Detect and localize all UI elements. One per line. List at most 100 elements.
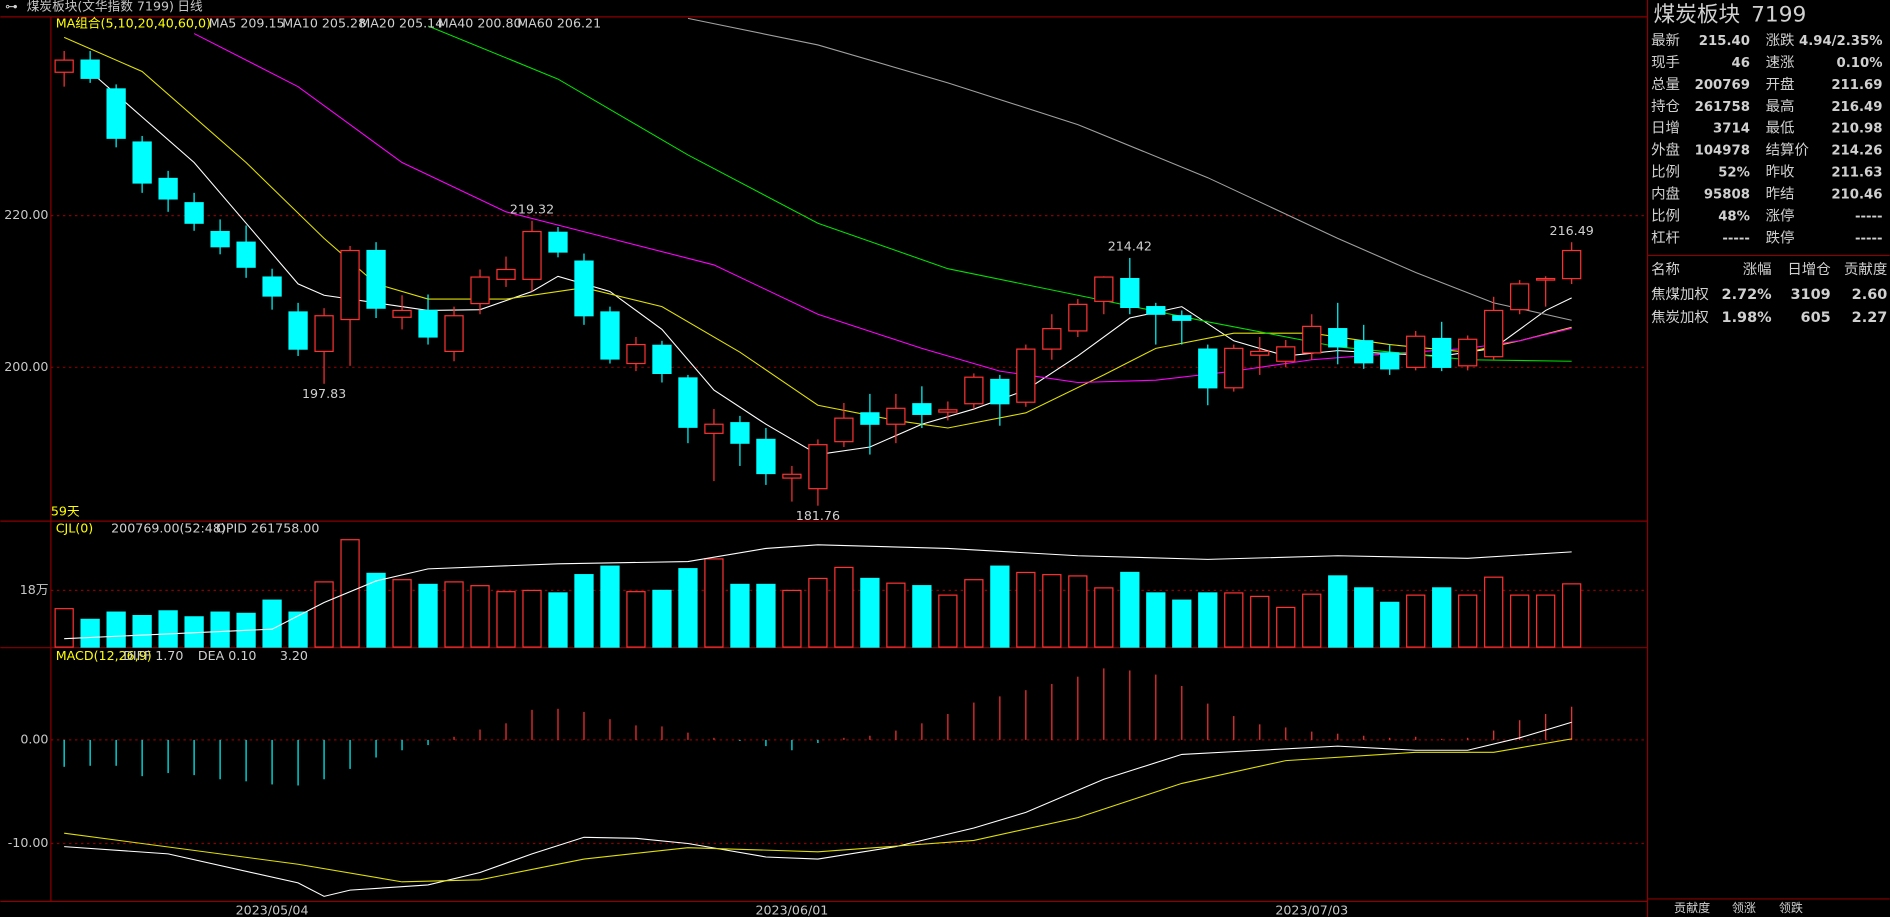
candle-body xyxy=(1068,303,1088,332)
volume-bar xyxy=(1458,594,1478,648)
period[interactable]: 日线 xyxy=(177,0,203,14)
quote-value: 215.40 xyxy=(1699,34,1750,49)
quote-label: 昨收 xyxy=(1766,164,1795,181)
volume-bar xyxy=(1042,574,1062,648)
volume-bar xyxy=(808,577,828,648)
contrib-cell[interactable]: 焦煤加权 xyxy=(1651,286,1709,303)
quote-value: 261758 xyxy=(1695,100,1750,115)
x-tick-label: 2023/06/01 xyxy=(755,902,828,917)
volume-bar xyxy=(1068,575,1088,648)
icon: ⊶ xyxy=(5,0,18,14)
candle-body xyxy=(470,276,490,305)
quote-value: 48% xyxy=(1718,209,1750,224)
volume-bar xyxy=(314,581,334,648)
tab[interactable]: 领涨 xyxy=(1732,900,1756,915)
quote-label: 比例 xyxy=(1651,164,1680,181)
contrib-header: 名称 xyxy=(1651,261,1680,278)
candle-body xyxy=(1536,277,1556,281)
candle-body xyxy=(54,59,74,73)
volume-bar xyxy=(860,577,880,648)
volume-bar xyxy=(418,583,438,648)
ma-legend-title[interactable]: MA组合(5,10,20,40,60,0) xyxy=(56,16,211,31)
candle-body xyxy=(158,177,178,200)
quote-value: ----- xyxy=(1855,209,1882,224)
contrib-cell: 2.60 xyxy=(1852,287,1888,303)
volume-bar xyxy=(938,594,958,648)
y-tick-label: -10.00 xyxy=(8,835,49,850)
candle-body xyxy=(236,241,256,268)
extreme-label: 181.76 xyxy=(796,508,840,523)
volume-bar xyxy=(1380,601,1400,648)
quote-label: 比例 xyxy=(1651,207,1680,224)
quote-label: 开盘 xyxy=(1766,75,1795,93)
volume-bar xyxy=(600,565,620,648)
candle-body xyxy=(1198,348,1218,389)
tab[interactable]: 贡献度 xyxy=(1674,900,1710,915)
vol-title[interactable]: CJL(0) xyxy=(56,520,94,535)
volume-bar xyxy=(158,610,178,648)
quote-code: 7199 xyxy=(1751,3,1806,28)
volume-bar xyxy=(1354,587,1374,648)
candle-body xyxy=(1146,306,1166,315)
volume-bar xyxy=(964,579,984,648)
volume-bar xyxy=(730,583,750,648)
candle-body xyxy=(1380,352,1400,370)
volume-bar xyxy=(678,568,698,648)
candle-body xyxy=(1458,338,1478,367)
volume-bar xyxy=(548,592,568,648)
indicator-line xyxy=(687,17,1572,321)
candle-body xyxy=(496,268,516,280)
volume-bar xyxy=(912,585,932,648)
macd-title[interactable]: MACD(12,26,9) xyxy=(56,648,152,663)
candle-body xyxy=(184,202,204,224)
quote-value: 210.98 xyxy=(1831,122,1882,137)
quote-label: 外盘 xyxy=(1651,141,1680,159)
candle-body xyxy=(106,88,126,139)
volume-bar xyxy=(1510,594,1530,648)
candle-body xyxy=(80,59,100,79)
candle-body xyxy=(522,230,542,280)
quote-label: 涨跌 xyxy=(1766,32,1795,49)
quote-value: 200769 xyxy=(1695,78,1750,93)
volume-bar xyxy=(1094,587,1114,648)
tab[interactable]: 领跌 xyxy=(1779,900,1803,915)
candle-body xyxy=(262,276,282,297)
ma-legend: MA10 205.28 xyxy=(282,16,366,31)
contrib-cell[interactable]: 焦炭加权 xyxy=(1651,309,1709,326)
x-tick-label: 2023/05/04 xyxy=(236,902,309,917)
quote-label: 持仓 xyxy=(1651,98,1680,115)
candle-body xyxy=(1354,340,1374,364)
volume-bar xyxy=(886,582,906,648)
quote-label: 日增 xyxy=(1651,120,1680,137)
volume-bar xyxy=(366,572,386,648)
volume-bar xyxy=(392,579,412,648)
candle-body xyxy=(912,403,932,415)
candle-body xyxy=(808,444,828,490)
quote-value: 52% xyxy=(1718,166,1750,181)
quote-value: 211.63 xyxy=(1831,166,1882,181)
volume-bar xyxy=(1198,592,1218,648)
candle-body xyxy=(418,309,438,338)
candle-body xyxy=(730,422,750,444)
candle-body xyxy=(938,409,958,413)
candle-body xyxy=(1224,347,1244,389)
vol-legend: 200769.00(52:48) xyxy=(111,520,226,535)
volume-bar xyxy=(782,589,802,648)
quote-label: 最低 xyxy=(1766,120,1795,137)
candle-body xyxy=(444,315,464,352)
candle-body xyxy=(1484,309,1504,358)
y-tick-label: 220.00 xyxy=(4,207,48,222)
y-tick-label: 18万 xyxy=(20,582,49,597)
contrib-cell: 3109 xyxy=(1790,287,1830,303)
quote-label: 内盘 xyxy=(1651,184,1680,202)
quote-label: 最新 xyxy=(1651,32,1680,49)
days-label: 59天 xyxy=(51,504,80,519)
extreme-label: 216.49 xyxy=(1550,223,1594,238)
ma-legend: MA60 206.21 xyxy=(517,16,601,31)
volume-bar xyxy=(106,611,126,648)
candle-body xyxy=(1042,328,1062,350)
volume-bar xyxy=(80,618,100,648)
